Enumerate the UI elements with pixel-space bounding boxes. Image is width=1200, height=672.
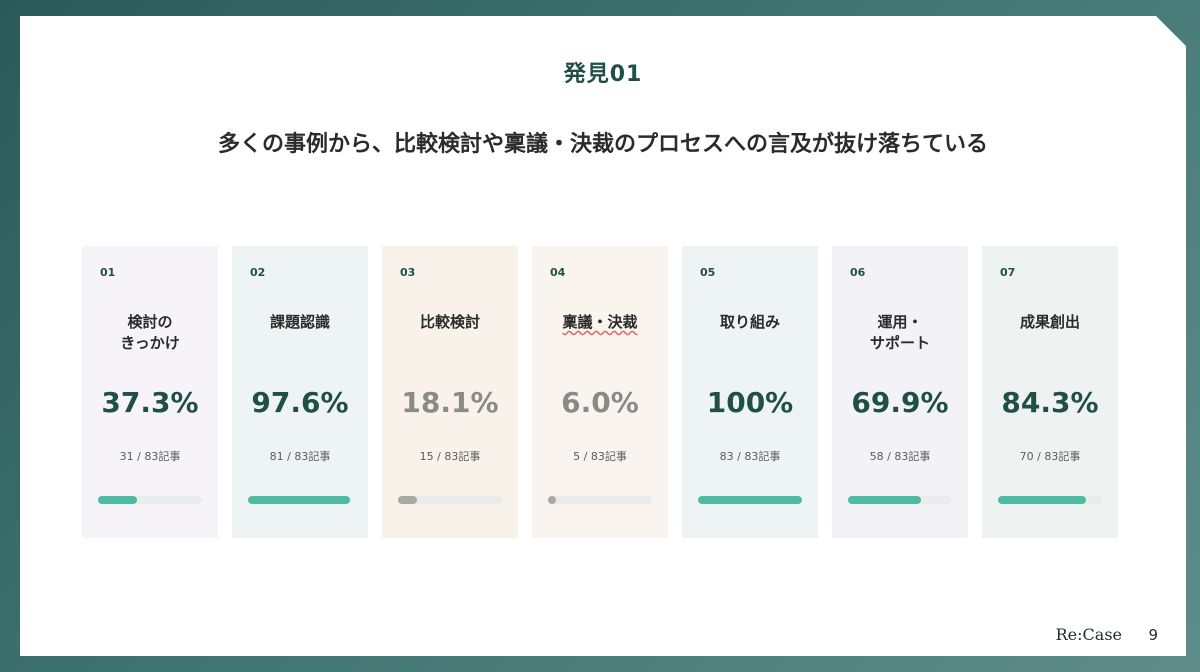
card-number: 04: [550, 266, 566, 279]
card-article-count: 31 / 83記事: [119, 450, 181, 463]
stage-card: 05 取り組み 100% 83 / 83記事: [682, 246, 818, 538]
card-number: 02: [250, 266, 266, 279]
card-title-line: サポート: [869, 334, 930, 352]
card-title: 稟議・決裁: [532, 312, 668, 333]
card-percentage: 18.1%: [401, 386, 499, 419]
card-title: 運用・ サポート: [832, 312, 968, 354]
card-title-line: 運用・: [877, 313, 923, 331]
card-title-line: 課題認識: [269, 313, 330, 331]
card-title-line: きっかけ: [120, 334, 180, 352]
card-title: 課題認識: [232, 312, 368, 333]
stage-card: 04 稟議・決裁 6.0% 5 / 83記事: [532, 246, 668, 538]
card-percentage: 100%: [706, 386, 794, 419]
card-title: 取り組み: [682, 312, 818, 333]
progress-track: [698, 496, 802, 504]
card-number: 05: [700, 266, 716, 279]
card-percentage: 97.6%: [251, 386, 349, 419]
card-title-line: 検討の: [127, 313, 173, 331]
stage-card: 06 運用・ サポート 69.9% 58 / 83記事: [832, 246, 968, 538]
stage-card: 01 検討の きっかけ 37.3% 31 / 83記事: [82, 246, 218, 538]
progress-fill: [98, 496, 137, 504]
progress-fill: [398, 496, 417, 504]
card-title: 検討の きっかけ: [82, 312, 218, 354]
progress-fill: [848, 496, 921, 504]
progress-fill: [998, 496, 1086, 504]
stage-card: 02 課題認識 97.6% 81 / 83記事: [232, 246, 368, 538]
card-title: 成果創出: [982, 312, 1118, 333]
brand-logo: Re:Case: [1055, 625, 1122, 644]
card-article-count: 81 / 83記事: [269, 450, 331, 463]
card-number: 07: [1000, 266, 1016, 279]
page-number: 9: [1148, 626, 1158, 644]
card-number: 03: [400, 266, 416, 279]
progress-fill: [698, 496, 802, 504]
card-title: 比較検討: [382, 312, 518, 333]
progress-track: [998, 496, 1102, 504]
progress-track: [548, 496, 652, 504]
card-percentage: 37.3%: [101, 386, 199, 419]
progress-fill: [248, 496, 350, 504]
slide: 発見01 多くの事例から、比較検討や稟議・決裁のプロセスへの言及が抜け落ちている…: [20, 16, 1186, 656]
card-percentage: 84.3%: [1001, 386, 1099, 419]
stage-card: 07 成果創出 84.3% 70 / 83記事: [982, 246, 1118, 538]
headline: 多くの事例から、比較検討や稟議・決裁のプロセスへの言及が抜け落ちている: [217, 132, 988, 157]
card-title-line: 取り組み: [719, 313, 780, 331]
card-percentage: 6.0%: [561, 386, 639, 419]
card-article-count: 5 / 83記事: [573, 450, 627, 463]
card-number: 06: [850, 266, 866, 279]
card-article-count: 83 / 83記事: [719, 450, 781, 463]
progress-track: [848, 496, 952, 504]
progress-fill: [548, 496, 557, 504]
card-article-count: 70 / 83記事: [1019, 450, 1081, 463]
card-article-count: 15 / 83記事: [419, 450, 481, 463]
progress-track: [98, 496, 202, 504]
card-number: 01: [100, 266, 116, 279]
card-title-line: 比較検討: [419, 313, 480, 331]
section-title: 発見01: [563, 62, 643, 87]
stage-card: 03 比較検討 18.1% 15 / 83記事: [382, 246, 518, 538]
progress-track: [248, 496, 352, 504]
card-title-line: 成果創出: [1019, 313, 1080, 331]
card-article-count: 58 / 83記事: [869, 450, 931, 463]
progress-track: [398, 496, 502, 504]
card-title-line: 稟議・決裁: [562, 313, 638, 331]
card-percentage: 69.9%: [851, 386, 949, 419]
